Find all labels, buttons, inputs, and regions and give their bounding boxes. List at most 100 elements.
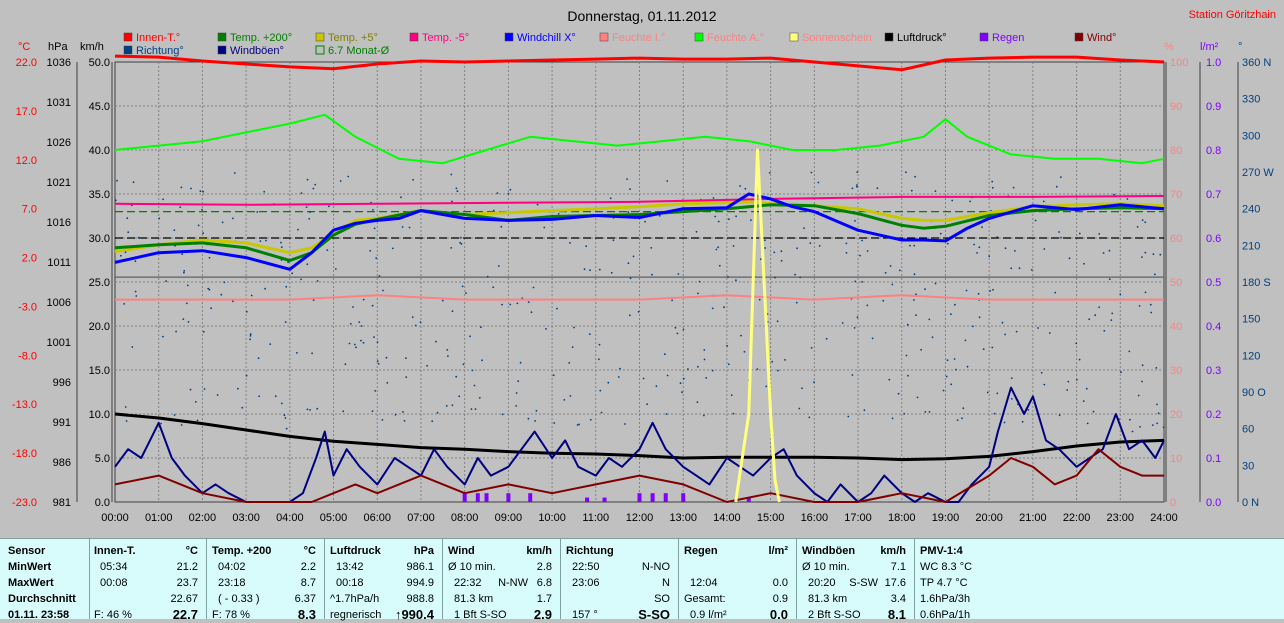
direction-point <box>703 414 705 417</box>
direction-point <box>373 227 376 230</box>
direction-point <box>462 363 465 366</box>
direction-point <box>945 375 948 378</box>
direction-point <box>414 324 417 327</box>
direction-point <box>376 360 379 362</box>
direction-point <box>223 281 226 284</box>
direction-point <box>201 208 204 211</box>
direction-point <box>1138 305 1141 307</box>
series-line <box>734 148 781 503</box>
wind-avg-value: 1.7 <box>536 593 552 605</box>
direction-point <box>991 346 994 349</box>
direction-point <box>408 226 411 229</box>
direction-point <box>515 405 518 407</box>
legend-swatch <box>599 32 609 42</box>
axes: 00:00 01:00 02:00 03:00 04:00 05:00 06:00 07:00… <box>12 57 1274 524</box>
direction-point <box>436 411 439 414</box>
direction-point <box>451 200 453 203</box>
wind-max-time: 22:32 <box>454 577 482 589</box>
direction-point <box>210 307 213 310</box>
legend-label: Feuchte A.° <box>707 32 764 44</box>
rain-bar <box>462 493 467 502</box>
direction-point <box>460 243 463 245</box>
direction-point <box>915 314 917 316</box>
separator <box>206 539 207 619</box>
humidity-tick-label: 90 <box>1170 101 1182 113</box>
direction-point <box>711 307 714 310</box>
direction-point <box>845 252 848 254</box>
humidity-tick-label: 30 <box>1170 365 1182 377</box>
direction-point <box>619 367 621 370</box>
pressure-tick-label: 1016 <box>47 217 71 229</box>
direction-point <box>732 245 735 247</box>
innen-now-humidity: F: 46 % <box>94 609 132 621</box>
direction-point <box>245 310 248 313</box>
station-name: Station Göritzhain <box>1189 9 1276 21</box>
x-tick-label: 12:00 <box>626 512 654 524</box>
direction-point <box>764 247 767 249</box>
direction-point <box>658 214 661 217</box>
x-tick-label: 22:00 <box>1063 512 1091 524</box>
legend-label: Temp. -5° <box>422 32 469 44</box>
direction-point <box>666 374 669 377</box>
legend-swatch <box>217 45 227 55</box>
direction-point <box>859 254 861 257</box>
boeen-now-value: 8.1 <box>887 607 906 622</box>
direction-point <box>208 256 211 259</box>
direction-point <box>127 231 130 234</box>
direction-tick-label: 0 N <box>1242 497 1259 509</box>
x-tick-label: 07:00 <box>407 512 435 524</box>
direction-point <box>955 368 957 371</box>
direction-point <box>1113 193 1115 196</box>
direction-point <box>1010 267 1013 270</box>
direction-point <box>1141 380 1143 383</box>
boeen-beaufort: 2 Bft S-SO <box>808 609 861 621</box>
legend: Innen-T.° Temp. +200° Temp. +5° Temp. -5° Wi… <box>123 32 1116 57</box>
direction-point <box>851 187 854 190</box>
direction-point <box>536 203 539 206</box>
direction-point <box>190 187 192 190</box>
innen-max-value: 23.7 <box>176 577 198 589</box>
direction-point <box>626 178 628 181</box>
direction-point <box>972 325 974 328</box>
druck-header: Luftdruck <box>330 545 381 557</box>
pressure-tick-label: 991 <box>53 417 71 429</box>
direction-point <box>173 229 176 232</box>
direction-point <box>939 232 942 235</box>
direction-point <box>1128 350 1131 353</box>
direction-point <box>207 287 210 290</box>
legend-swatch <box>409 32 419 42</box>
direction-point <box>509 188 512 191</box>
direction-point <box>982 348 985 351</box>
direction-point <box>135 295 138 297</box>
direction-point <box>435 340 437 343</box>
druck-avg-value: 988.8 <box>406 593 434 605</box>
direction-point <box>740 334 742 337</box>
rain-tick-label: 0.9 <box>1206 101 1221 113</box>
direction-point <box>703 349 706 351</box>
direction-point <box>284 417 287 419</box>
direction-point <box>114 199 117 202</box>
direction-point <box>545 328 547 330</box>
direction-point <box>269 343 272 345</box>
direction-point <box>419 321 422 323</box>
direction-point <box>924 288 926 291</box>
direction-point <box>306 263 309 266</box>
direction-point <box>863 409 866 412</box>
direction-point <box>259 240 262 243</box>
direction-point <box>760 258 762 261</box>
direction-tick-label: 270 W <box>1242 167 1274 179</box>
direction-tick-label: 360 N <box>1242 57 1271 69</box>
separator <box>560 539 561 619</box>
direction-point <box>1043 248 1046 250</box>
direction-point <box>199 190 202 193</box>
direction-point <box>189 388 192 391</box>
direction-point <box>629 277 632 280</box>
plot-area <box>114 54 1165 503</box>
direction-point <box>598 268 601 271</box>
direction-point <box>374 390 377 392</box>
direction-point <box>773 251 776 254</box>
direction-point <box>1159 253 1162 256</box>
direction-point <box>784 359 786 361</box>
direction-point <box>280 246 283 249</box>
direction-point <box>599 389 602 392</box>
